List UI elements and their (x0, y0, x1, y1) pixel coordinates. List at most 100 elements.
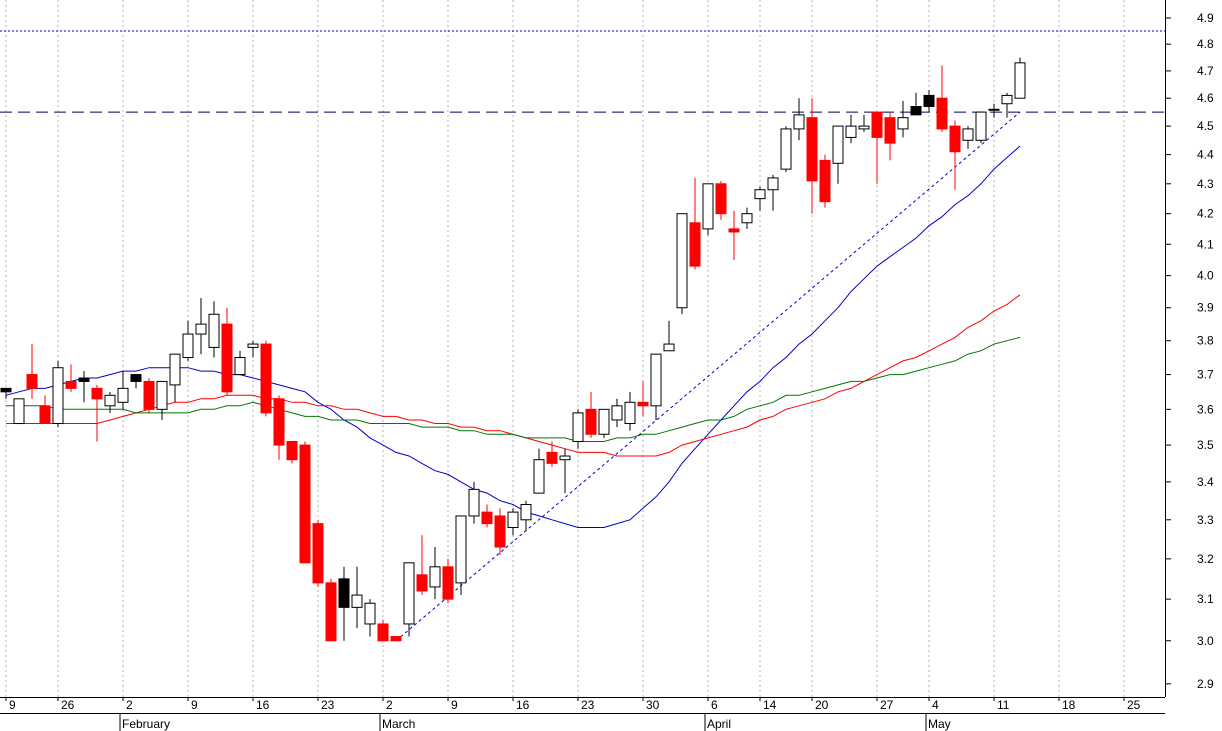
x-tick-label: 9 (191, 698, 198, 712)
candle-body (338, 578, 350, 608)
candle-body (949, 125, 961, 153)
y-tick-label: 4.7 (1197, 64, 1214, 78)
candle-body (0, 387, 12, 393)
candle-body (897, 117, 909, 130)
candle-body (1014, 62, 1026, 99)
y-tick-label: 3.5 (1197, 438, 1214, 452)
candle-body (286, 440, 298, 461)
y-tick-label: 4.5 (1197, 119, 1214, 133)
y-tick-label: 3.2 (1197, 552, 1214, 566)
candle-body (78, 377, 90, 382)
candle-body (585, 408, 597, 435)
candle-body (975, 111, 987, 141)
candle-body (312, 523, 324, 584)
candle-body (13, 398, 25, 425)
candle-body (299, 444, 311, 564)
x-tick-label: 18 (1062, 698, 1076, 712)
candle-body (26, 374, 38, 389)
candle-body (871, 111, 883, 138)
candle-body (468, 488, 480, 517)
x-tick-label: 16 (256, 698, 270, 712)
candle-body (247, 343, 259, 348)
candle-body (442, 566, 454, 600)
candle-body (819, 159, 831, 203)
candle-body (728, 228, 740, 233)
candle-body (403, 562, 415, 625)
candle-body (65, 380, 77, 389)
x-tick-label: 23 (581, 698, 595, 712)
moving-average (6, 336, 1021, 442)
y-tick-label: 3.4 (1197, 475, 1214, 489)
candle-body (91, 387, 103, 400)
y-tick-label: 3.9 (1197, 301, 1214, 315)
candle-body (845, 125, 857, 138)
y-tick-label: 4.8 (1197, 37, 1214, 51)
x-tick-label: 16 (516, 698, 530, 712)
y-tick-label: 3.8 (1197, 334, 1214, 348)
candle-body (702, 183, 714, 230)
candle-body (104, 394, 116, 407)
candle-body (182, 333, 194, 359)
candle-body (780, 128, 792, 170)
candle-body (260, 343, 272, 414)
y-tick-label: 4.2 (1197, 207, 1214, 221)
x-tick-label: 26 (61, 698, 75, 712)
candle-body (39, 405, 51, 425)
y-tick-label: 3.6 (1197, 402, 1214, 416)
x-tick-label: 27 (880, 698, 894, 712)
candle-body (832, 125, 844, 164)
candle-body (364, 602, 376, 625)
candle-body (507, 511, 519, 529)
candle-body (754, 189, 766, 200)
candle-body (481, 511, 493, 525)
candle-body (910, 106, 922, 116)
candle-body (117, 387, 129, 403)
candle-body (520, 503, 532, 521)
candle-body (455, 515, 467, 584)
candle-body (936, 97, 948, 130)
y-tick-label: 3.3 (1197, 513, 1214, 527)
candle-body (221, 323, 233, 393)
x-tick-label: 25 (1127, 698, 1141, 712)
candle-body (624, 401, 636, 425)
candle-body (637, 401, 649, 407)
candle-body (1001, 94, 1013, 105)
x-tick-label: 9 (9, 698, 16, 712)
candle-body (416, 574, 428, 592)
y-tick-label: 3.1 (1197, 592, 1214, 606)
candle-body (169, 353, 181, 386)
candle-body (533, 459, 545, 494)
candle-body (52, 367, 64, 425)
candle-body (156, 380, 168, 410)
candle-body (559, 455, 571, 461)
y-tick-label: 4.9 (1197, 11, 1214, 25)
month-label: March (382, 717, 415, 731)
x-tick-label: 30 (646, 698, 660, 712)
candle-body (793, 114, 805, 130)
candle-body (429, 566, 441, 588)
y-tick-label: 3.7 (1197, 368, 1214, 382)
candle-body (988, 108, 1000, 111)
candle-body (130, 374, 142, 382)
month-label: May (928, 717, 951, 731)
candle-body (676, 213, 688, 309)
candle-body (325, 582, 337, 642)
y-tick-label: 4.1 (1197, 237, 1214, 251)
candle-body (962, 128, 974, 141)
candle-body (143, 380, 155, 410)
candle-body (715, 183, 727, 215)
candle-body (858, 125, 870, 130)
month-label: February (122, 717, 170, 731)
candle-body (195, 323, 207, 335)
candle-body (572, 412, 584, 442)
candle-body (689, 222, 701, 267)
candle-body (611, 405, 623, 421)
candle-body (650, 353, 662, 407)
x-tick-label: 2 (386, 698, 393, 712)
x-tick-label: 20 (815, 698, 829, 712)
x-tick-label: 9 (451, 698, 458, 712)
candle-body (663, 343, 675, 352)
